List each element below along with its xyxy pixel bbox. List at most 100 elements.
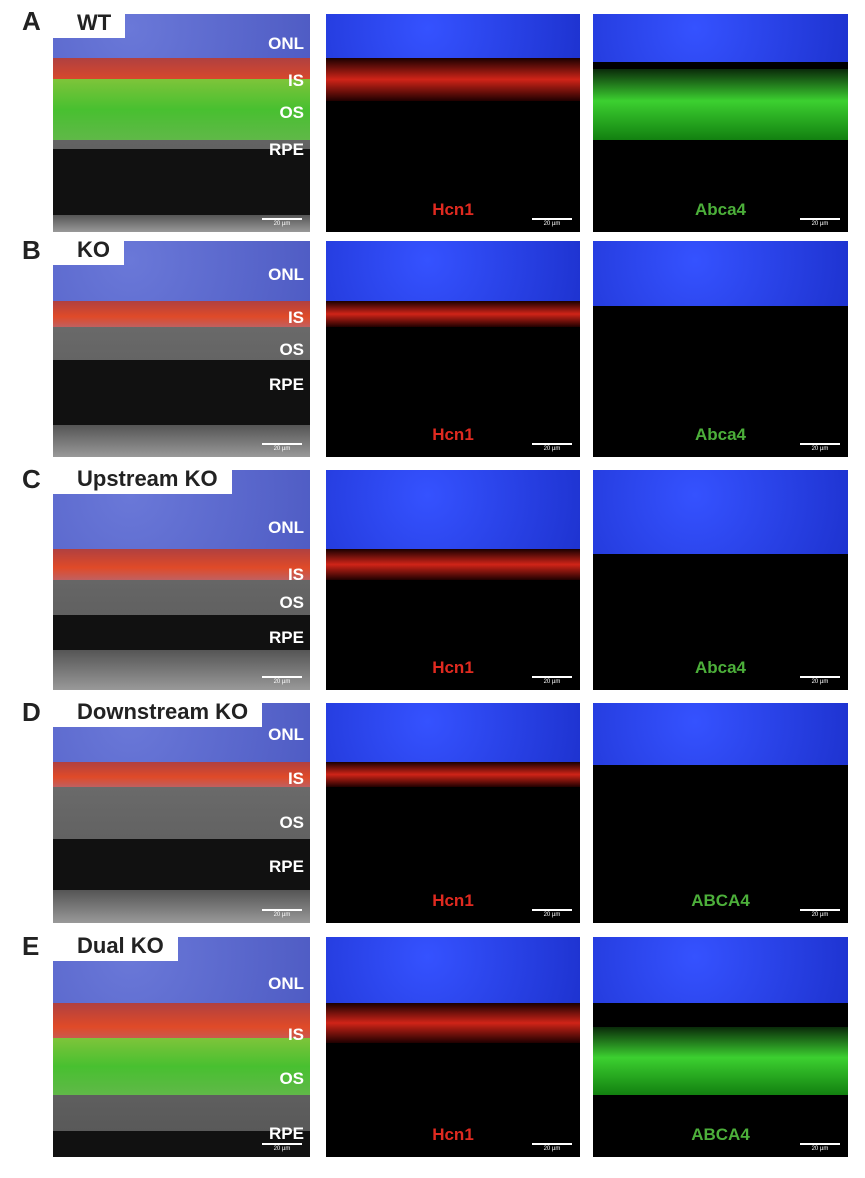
rpe-layer (53, 839, 310, 890)
hcn1-panel: Hcn1 20 µm (326, 241, 580, 457)
genotype-title: Upstream KO (53, 466, 232, 494)
abca4-label: Abca4 (694, 200, 747, 219)
hcn1-signal (326, 1003, 580, 1043)
is-layer (53, 301, 310, 328)
row-e: E Dual KO ONL IS OS RPE 20 µm Hcn1 20 µm ABCA4 20 … (0, 931, 865, 1157)
panel-letter: C (22, 464, 41, 494)
nuclei-layer (593, 14, 848, 62)
scale-bar-line (262, 443, 302, 445)
hcn1-panel: Hcn1 20 µm (326, 470, 580, 690)
scale-bar-line (800, 676, 840, 678)
nuclei-layer (593, 470, 848, 554)
choroid-layer (53, 890, 310, 923)
hcn1-label: Hcn1 (432, 200, 474, 219)
panel-letter: B (22, 235, 41, 265)
layer-label-is: IS (287, 307, 304, 327)
scale-bar-line (532, 676, 572, 678)
scale-bar-line (800, 218, 840, 220)
scale-bar: 20 µm (800, 1143, 840, 1153)
layer-label-onl: ONL (268, 33, 304, 53)
row-b: B KO ONL IS OS RPE 20 µm Hcn1 20 µm Abca4 20 µm (0, 235, 865, 457)
rpe-layer (53, 359, 310, 425)
layer-label-os: OS (279, 813, 304, 832)
genotype-title: Downstream KO (53, 699, 263, 727)
hcn1-label: Hcn1 (432, 425, 474, 444)
layer-label-is: IS (287, 564, 304, 584)
row-a: A WT ONL IS OS RPE 20 µm Hcn1 20 µm Abca4 20 µm (0, 6, 865, 232)
os-green-layer (53, 1038, 310, 1096)
is-layer (53, 1003, 310, 1043)
layer-label-rpe: RPE (269, 628, 304, 648)
scale-bar: 20 µm (800, 443, 840, 453)
hcn1-signal (326, 57, 580, 102)
scale-bar-line (262, 676, 302, 678)
layer-label-rpe: RPE (269, 857, 304, 876)
scale-bar-line (800, 1143, 840, 1145)
genotype-title: WT (53, 10, 126, 38)
layer-label-is: IS (287, 769, 304, 788)
nuclei-layer (326, 703, 580, 765)
layer-label-onl: ONL (268, 974, 304, 994)
scale-bar: 20 µm (800, 909, 840, 919)
panel-letter: A (22, 6, 41, 36)
rpe-layer (53, 615, 310, 651)
scale-bar: 20 µm (262, 909, 302, 919)
abca4-panel: ABCA4 20 µm (593, 703, 848, 923)
scale-bar: 20 µm (262, 218, 302, 228)
scale-bar-line (800, 443, 840, 445)
abca4-panel: Abca4 20 µm (593, 14, 848, 232)
layer-label-rpe: RPE (269, 374, 304, 394)
is-layer (53, 762, 310, 787)
layer-label-onl: ONL (268, 264, 304, 284)
scale-bar-text: 20 µm (543, 446, 561, 452)
scale-bar-line (262, 1143, 302, 1145)
merge-panel: ONL IS OS RPE 20 µm (53, 703, 310, 923)
abca4-label: Abca4 (694, 425, 747, 444)
scale-bar: 20 µm (532, 443, 572, 453)
scale-bar-line (532, 218, 572, 220)
layer-label-rpe: RPE (269, 1124, 304, 1143)
scale-bar-text: 20 µm (273, 1146, 291, 1152)
nuclei-layer (326, 470, 580, 554)
rpe-layer (53, 149, 310, 215)
layer-label-os: OS (279, 103, 304, 123)
layer-label-os: OS (279, 340, 304, 360)
scale-bar-line (262, 218, 302, 220)
scale-bar: 20 µm (800, 218, 840, 228)
scale-bar-line (532, 443, 572, 445)
scale-bar-line (262, 909, 302, 911)
scale-bar-text: 20 µm (273, 221, 291, 227)
row-c: C Upstream KO ONL IS OS RPE 20 µm Hcn1 20 µm Abca… (0, 464, 865, 690)
scale-bar-text: 20 µm (543, 1146, 561, 1152)
scale-bar-text: 20 µm (273, 679, 291, 685)
scale-bar-text: 20 µm (543, 912, 561, 918)
scale-bar: 20 µm (262, 443, 302, 453)
scale-bar-text: 20 µm (543, 679, 561, 685)
merge-panel: ONL IS OS RPE 20 µm (53, 937, 310, 1157)
layer-label-rpe: RPE (269, 140, 304, 160)
scale-bar: 20 µm (532, 909, 572, 919)
genotype-title: Dual KO (53, 933, 178, 961)
nuclei-layer (326, 241, 580, 306)
os-green-layer (53, 79, 310, 141)
abca4-panel: ABCA4 20 µm (593, 937, 848, 1157)
scale-bar-text: 20 µm (543, 221, 561, 227)
scale-bar-text: 20 µm (811, 1146, 829, 1152)
abca4-signal (593, 1027, 848, 1096)
nuclei-layer (326, 937, 580, 1003)
scale-bar-line (532, 1143, 572, 1145)
scale-bar: 20 µm (800, 676, 840, 686)
hcn1-label: Hcn1 (432, 891, 474, 910)
scale-bar: 20 µm (262, 676, 302, 686)
nuclei-layer (593, 703, 848, 765)
hcn1-signal (326, 301, 580, 328)
layer-label-os: OS (279, 593, 304, 613)
nuclei-layer (326, 14, 580, 62)
hcn1-label: Hcn1 (432, 1125, 474, 1144)
genotype-title: KO (53, 237, 124, 265)
panel-letter: D (22, 697, 41, 727)
hcn1-signal (326, 762, 580, 787)
scale-bar-text: 20 µm (273, 446, 291, 452)
scale-bar-text: 20 µm (273, 912, 291, 918)
nuclei-layer (593, 937, 848, 1003)
